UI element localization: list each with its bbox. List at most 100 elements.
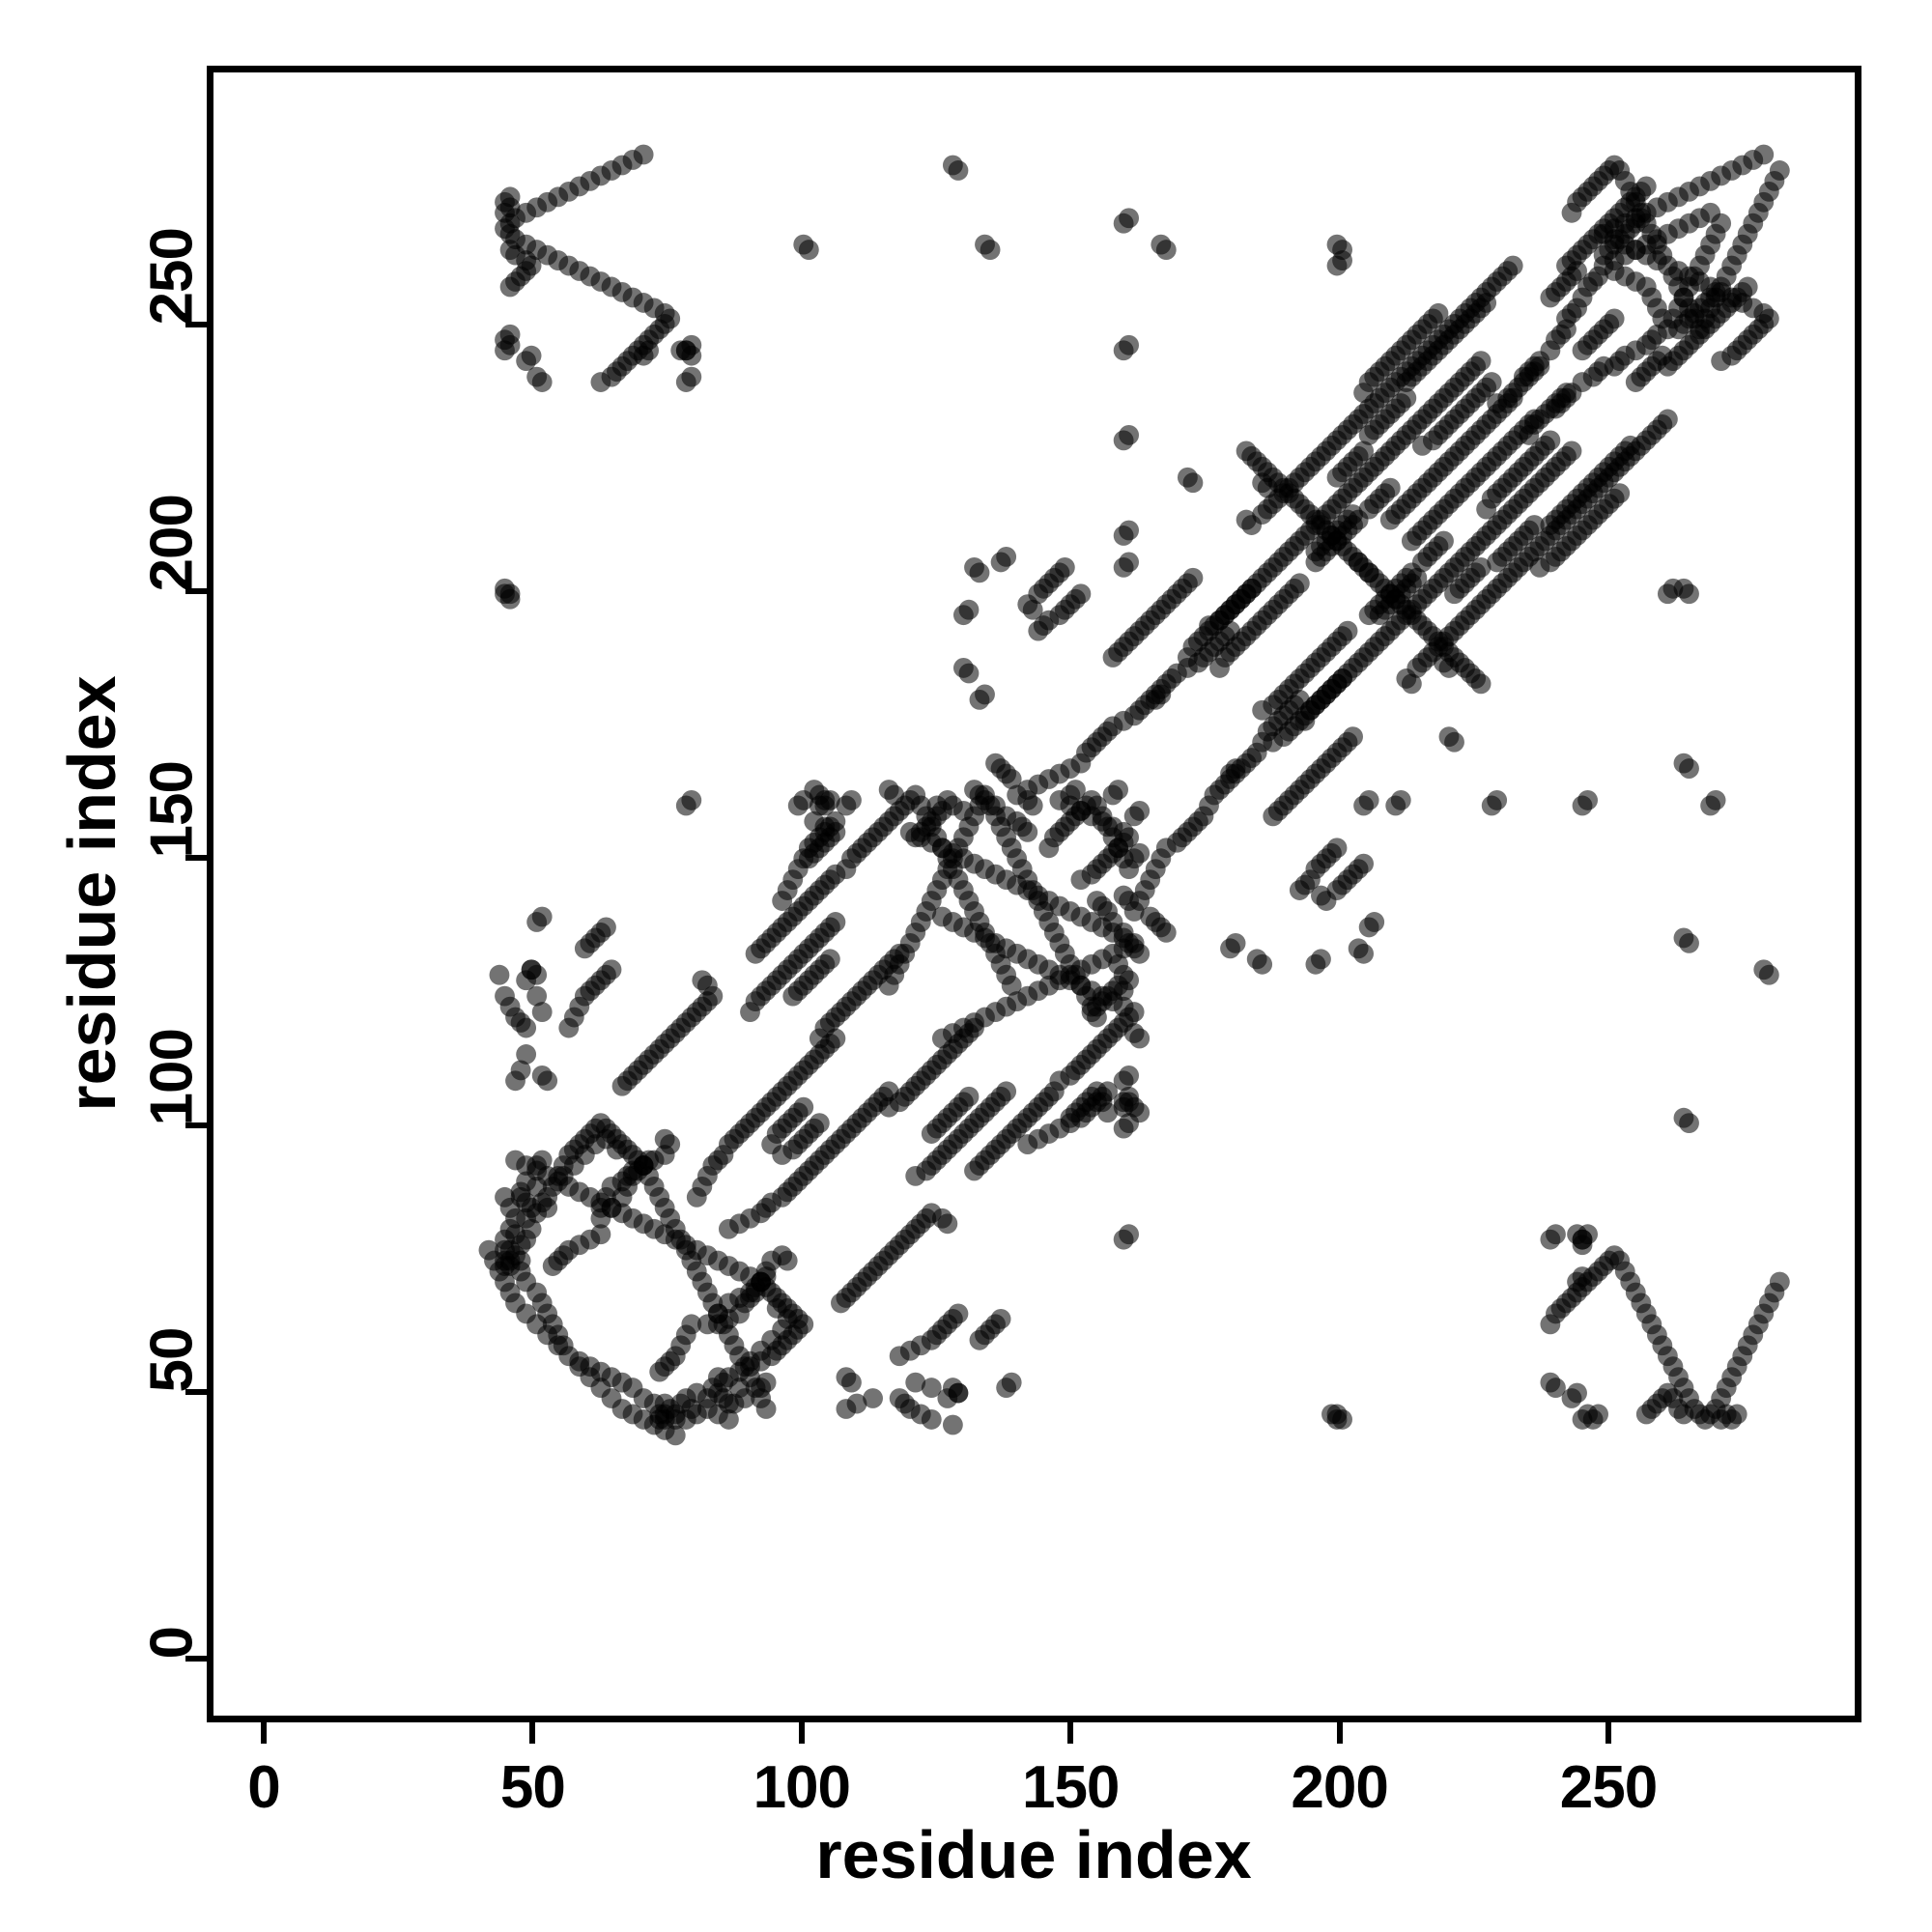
contact-point xyxy=(772,891,793,911)
contact-point xyxy=(1588,266,1609,287)
contact-point xyxy=(639,1150,660,1171)
contact-point xyxy=(1311,885,1331,906)
contact-point xyxy=(1225,758,1246,779)
contact-point xyxy=(931,1208,952,1229)
x-tick-mark xyxy=(261,1722,267,1744)
contact-point xyxy=(1070,583,1092,605)
contact-point xyxy=(1087,891,1107,911)
contact-point xyxy=(772,1245,793,1266)
contact-point xyxy=(1311,949,1331,970)
contact-point xyxy=(1673,1404,1694,1425)
contact-point xyxy=(804,810,825,832)
contact-point xyxy=(639,340,660,361)
contact-point xyxy=(596,917,616,938)
contact-point xyxy=(1097,1102,1118,1123)
contact-point xyxy=(1652,345,1673,366)
contact-point xyxy=(952,658,974,678)
contact-point xyxy=(1620,435,1641,456)
contact-point xyxy=(1119,1065,1140,1086)
contact-point xyxy=(1028,620,1049,641)
contact-point xyxy=(755,1399,777,1419)
contact-point xyxy=(1001,769,1022,789)
contact-point xyxy=(755,1372,777,1393)
contact-point xyxy=(510,1186,531,1208)
contact-point xyxy=(1076,742,1096,763)
x-tick-mark xyxy=(798,1722,805,1744)
y-tick-mark xyxy=(185,1122,207,1128)
contact-point xyxy=(590,1224,611,1245)
contact-point xyxy=(1332,1409,1352,1430)
contact-point xyxy=(1572,1266,1593,1287)
contact-point xyxy=(499,324,521,345)
contact-point xyxy=(1119,208,1140,229)
contact-point xyxy=(1364,912,1385,932)
x-tick-label: 50 xyxy=(499,1754,566,1821)
contact-point xyxy=(478,1239,499,1261)
contact-point xyxy=(931,800,952,821)
contact-point xyxy=(531,1150,553,1171)
contact-point xyxy=(1155,240,1177,261)
contact-point xyxy=(1289,573,1310,594)
contact-point xyxy=(1487,789,1508,810)
contact-point xyxy=(1705,282,1726,302)
x-axis-title: residue index xyxy=(815,1817,1252,1892)
contact-point xyxy=(665,1425,686,1446)
contact-point xyxy=(836,1399,857,1419)
x-tick-mark xyxy=(529,1722,536,1744)
contact-point xyxy=(921,1378,942,1399)
contact-point xyxy=(1119,552,1140,573)
contact-point xyxy=(745,943,766,964)
contact-point xyxy=(590,1208,611,1229)
contact-point xyxy=(531,1002,553,1023)
contact-point xyxy=(1673,1107,1694,1128)
x-tick-label: 250 xyxy=(1559,1754,1658,1821)
contact-point xyxy=(1017,821,1038,842)
contact-point xyxy=(558,1017,580,1038)
contact-point xyxy=(964,1160,984,1181)
contact-point xyxy=(958,599,980,620)
contact-point xyxy=(1054,556,1075,578)
contact-point xyxy=(1151,684,1172,705)
contact-point xyxy=(649,1361,670,1382)
contact-point xyxy=(964,556,984,578)
contact-point xyxy=(1673,753,1694,774)
x-tick-mark xyxy=(1605,1722,1611,1744)
contact-point xyxy=(696,1314,718,1335)
y-tick-mark xyxy=(185,322,207,327)
x-tick-label: 0 xyxy=(247,1754,280,1821)
contact-point xyxy=(521,345,542,366)
contact-point xyxy=(1332,526,1352,546)
y-tick-mark xyxy=(185,1656,207,1662)
contact-point xyxy=(798,240,819,261)
x-tick-label: 100 xyxy=(753,1754,851,1821)
contact-point xyxy=(601,959,622,980)
contact-point xyxy=(1737,276,1758,298)
contact-point xyxy=(1434,530,1454,552)
contact-point xyxy=(681,789,702,810)
contact-point xyxy=(1470,351,1492,372)
contact-point xyxy=(1108,975,1128,996)
contact-point xyxy=(1540,1372,1561,1393)
contact-point xyxy=(531,1065,553,1086)
contact-point xyxy=(841,1372,862,1393)
contact-point xyxy=(495,578,515,599)
contact-point xyxy=(1631,208,1652,229)
contact-point xyxy=(607,1139,627,1160)
contact-point xyxy=(681,366,702,387)
contact-point xyxy=(1438,726,1460,748)
contact-point xyxy=(825,912,846,932)
contact-point xyxy=(526,985,548,1007)
contact-point xyxy=(1140,906,1161,927)
contact-point xyxy=(1358,789,1379,810)
contact-point xyxy=(1434,652,1454,673)
y-axis-title: residue index xyxy=(54,675,129,1112)
contact-point xyxy=(707,1367,728,1388)
contact-point xyxy=(1662,578,1684,599)
contact-point xyxy=(793,1096,814,1118)
plot-panel xyxy=(207,66,1861,1722)
contact-point xyxy=(681,1314,702,1335)
contact-point xyxy=(1588,1404,1609,1425)
contact-point xyxy=(1502,255,1523,276)
contact-point xyxy=(537,1197,558,1218)
